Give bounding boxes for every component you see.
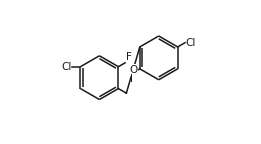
Text: O: O: [129, 65, 137, 75]
Text: F: F: [126, 52, 132, 62]
Text: I: I: [130, 74, 133, 84]
Text: Cl: Cl: [61, 62, 71, 72]
Text: Cl: Cl: [186, 38, 196, 48]
